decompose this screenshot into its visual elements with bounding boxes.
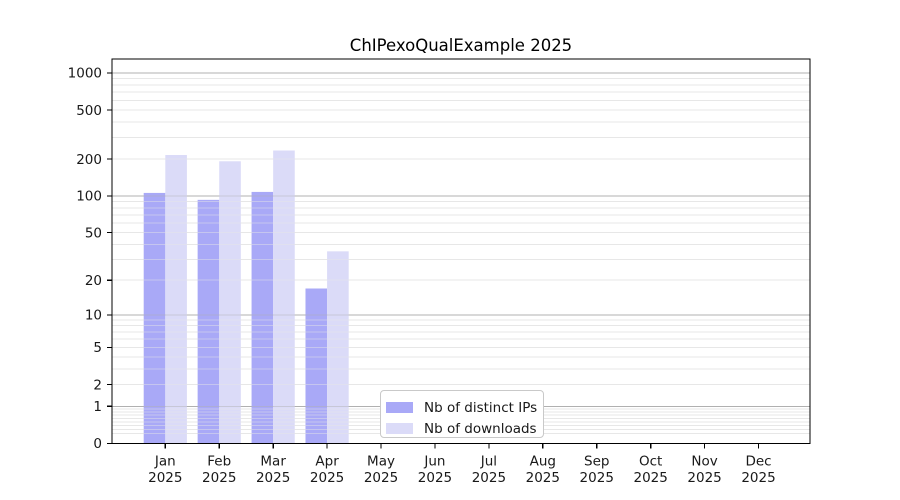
x-tick-label-month: Oct: [639, 454, 662, 470]
chart-title: ChIPexoQualExample 2025: [349, 36, 573, 55]
axis-frame: [111, 58, 811, 445]
x-tick-label-month: Apr: [315, 454, 339, 470]
x-tick-label-year: 2025: [472, 470, 506, 486]
y-tick-label: 1: [93, 399, 102, 415]
y-tick-label: 500: [76, 103, 102, 119]
x-tick-label-month: Nov: [691, 454, 717, 470]
x-tick-label-year: 2025: [202, 470, 236, 486]
x-tick-label-year: 2025: [741, 470, 775, 486]
bar-downloads: [219, 161, 241, 444]
y-tick-label: 50: [85, 225, 102, 241]
legend-swatch-downloads-icon: [386, 423, 413, 434]
y-tick-label: 10: [85, 308, 102, 324]
y-tick-label: 100: [76, 189, 102, 205]
x-tick-label-year: 2025: [687, 470, 721, 486]
legend-swatch-distinct-ips-icon: [386, 402, 413, 413]
x-tick-label-year: 2025: [418, 470, 452, 486]
x-tick-label-month: Jul: [480, 454, 497, 470]
legend-item-downloads: Nb of downloads: [386, 418, 537, 439]
x-tick-label-year: 2025: [633, 470, 667, 486]
x-tick-label-year: 2025: [364, 470, 398, 486]
y-tick-label: 1000: [68, 66, 102, 82]
legend: Nb of distinct IPs Nb of downloads: [380, 390, 544, 438]
y-tick-label: 20: [85, 273, 102, 289]
bars: [143, 150, 349, 444]
bar-downloads: [165, 154, 187, 444]
x-tick-label-month: May: [367, 454, 395, 470]
legend-label-distinct-ips: Nb of distinct IPs: [424, 399, 538, 416]
x-tick-label-month: Mar: [260, 454, 286, 470]
y-tick-label: 0: [93, 436, 102, 452]
x-tick-label-month: Dec: [745, 454, 771, 470]
x-tick-label-year: 2025: [310, 470, 344, 486]
grid-over: [112, 72, 810, 435]
x-tick-label-month: Jan: [154, 454, 176, 470]
legend-item-distinct-ips: Nb of distinct IPs: [386, 397, 538, 418]
x-tick-label-year: 2025: [148, 470, 182, 486]
y-tick-label: 5: [93, 340, 102, 356]
y-tick-label: 200: [76, 152, 102, 168]
bar-distinct-ips: [143, 192, 166, 444]
bar-distinct-ips: [197, 199, 220, 444]
x-tick-label-month: Jun: [423, 454, 445, 470]
bar-downloads: [273, 150, 295, 444]
y-tick-label: 2: [93, 377, 102, 393]
x-tick-label-year: 2025: [580, 470, 614, 486]
x-tick-label-month: Aug: [530, 454, 556, 470]
bar-downloads: [327, 251, 349, 444]
legend-label-downloads: Nb of downloads: [424, 420, 537, 437]
x-tick-label-year: 2025: [256, 470, 290, 486]
bar-distinct-ips: [251, 191, 274, 444]
x-tick-label-month: Feb: [207, 454, 231, 470]
x-tick-label-year: 2025: [526, 470, 560, 486]
bar-distinct-ips: [305, 288, 328, 444]
x-tick-label-month: Sep: [584, 454, 609, 470]
